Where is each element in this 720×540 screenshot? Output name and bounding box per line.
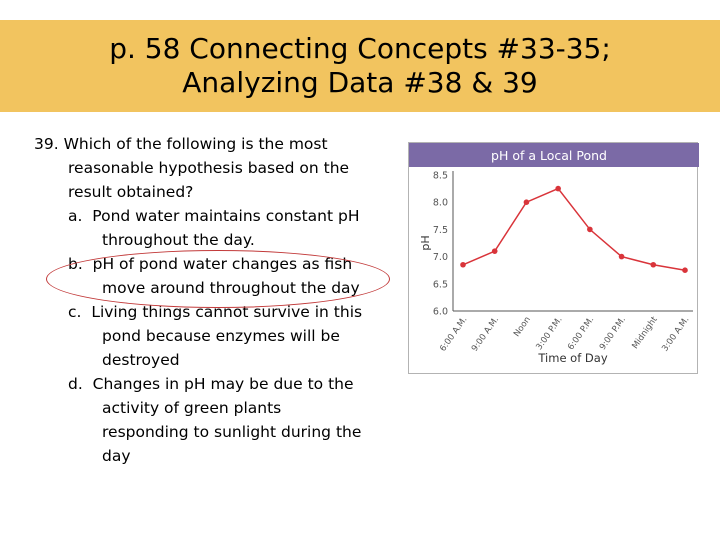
option-d: d. Changes in pH may be due to the — [34, 372, 394, 396]
data-point — [587, 226, 593, 233]
x-axis-label: Time of Day — [537, 351, 607, 365]
x-tick-label: 9:00 A.M. — [470, 315, 501, 354]
data-point — [523, 199, 530, 205]
option-c: c. Living things cannot survive in this — [34, 300, 394, 324]
y-tick-label: 7.5 — [433, 225, 448, 236]
data-point — [682, 267, 688, 273]
x-tick-label: Noon — [512, 315, 533, 339]
option-letter: c. — [68, 303, 82, 321]
question-stem-line: result obtained? — [68, 183, 194, 201]
y-tick-label: 8.5 — [433, 171, 448, 182]
option-text: throughout the day. — [102, 231, 255, 249]
answer-circle — [46, 250, 390, 308]
option-text: pond because enzymes will be — [102, 327, 340, 345]
chart-frame: pH of a Local Pond pH Time of Day 8.5 8.0… — [408, 142, 699, 374]
question-stem-line: 39. Which of the following is the most — [34, 135, 328, 153]
option-letter: d. — [68, 375, 83, 393]
option-a: a. Pond water maintains constant pH — [34, 204, 394, 228]
x-tick-label: 3:00 A.M. — [660, 315, 691, 354]
y-tick-label: 7.0 — [433, 252, 448, 263]
chart-title: pH of a Local Pond — [491, 148, 607, 163]
series-line — [462, 187, 686, 271]
y-tick-label: 6.5 — [433, 279, 448, 290]
option-text: day — [102, 447, 131, 465]
y-tick-label: 6.0 — [433, 307, 448, 318]
data-point — [618, 253, 625, 260]
x-tick-label: 3:00 P.M. — [534, 315, 564, 352]
option-text: Changes in pH may be due to the — [92, 375, 354, 393]
x-tick-label: 6:00 A.M. — [438, 315, 469, 354]
x-tick-label: 6:00 P.M. — [566, 315, 596, 352]
option-text: Living things cannot survive in this — [91, 303, 363, 321]
option-text: Pond water maintains constant pH — [92, 207, 360, 225]
y-tick-label: 8.0 — [433, 198, 448, 209]
title-band: p. 58 Connecting Concepts #33-35; Analyz… — [0, 20, 720, 112]
ph-chart: pH of a Local Pond pH Time of Day 8.5 8.0… — [409, 143, 699, 365]
data-point — [460, 261, 466, 268]
option-text: activity of green plants — [102, 399, 282, 417]
data-point — [491, 248, 498, 254]
x-tick-label: Midnight — [630, 314, 660, 351]
slide-title-line1: p. 58 Connecting Concepts #33-35; — [109, 32, 611, 65]
data-point — [555, 185, 561, 192]
chart-header-bar — [409, 143, 699, 167]
option-text: responding to sunlight during the — [102, 423, 362, 441]
option-letter: a. — [68, 207, 83, 225]
y-axis-label: pH — [419, 235, 432, 250]
option-text: destroyed — [102, 351, 180, 369]
question-stem-line: reasonable hypothesis based on the — [68, 159, 350, 177]
data-point — [650, 261, 657, 268]
slide-title-line2: Analyzing Data #38 & 39 — [182, 66, 538, 99]
x-tick-label: 9:00 P.M. — [598, 315, 628, 352]
